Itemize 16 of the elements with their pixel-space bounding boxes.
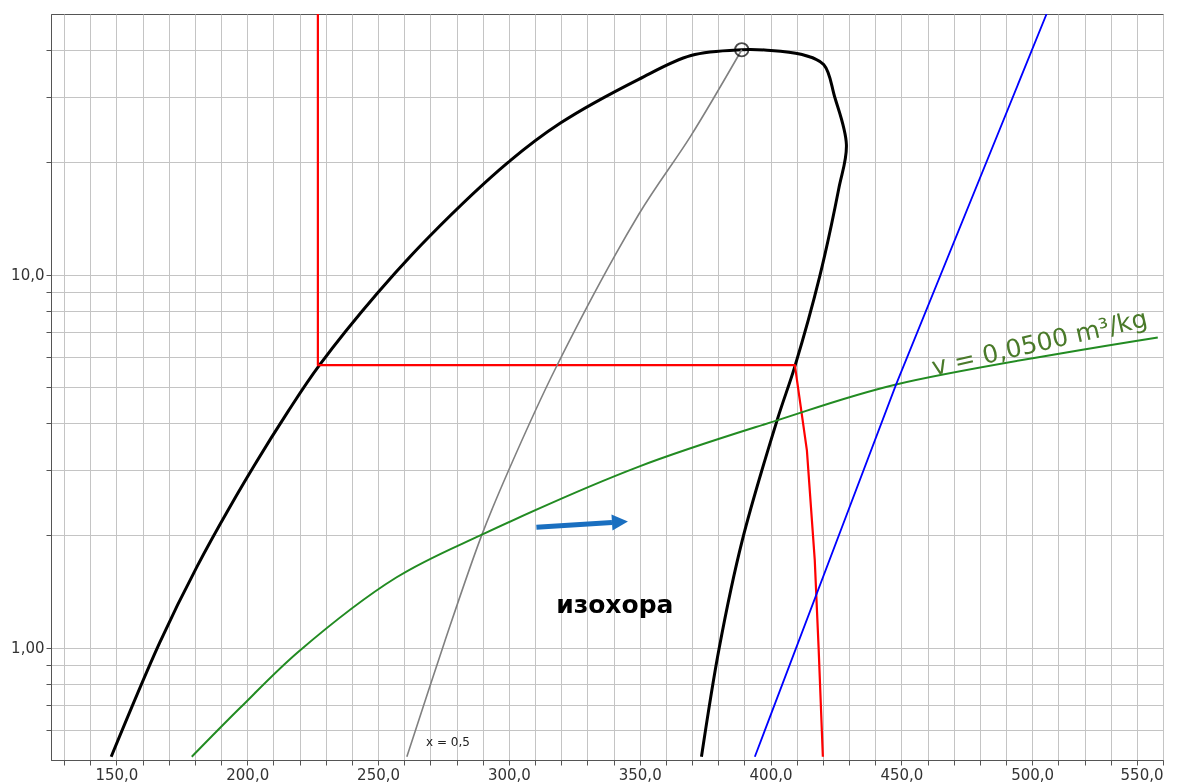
x-tick-label: 550,0 [1120,765,1164,783]
annotation: x = 0,5 [426,735,470,750]
x-tick-label: 350,0 [618,765,662,783]
x-tick-label: 150,0 [95,765,139,783]
x-tick-label: 450,0 [880,765,924,783]
x-tick-label: 200,0 [226,765,270,783]
annotation: изохора [556,589,674,619]
y-tick-label: 1,00 [11,639,45,658]
line-series [406,48,743,758]
x-tick-label: 250,0 [357,765,401,783]
annotation: v = 0,0500 m³/kg [928,303,1150,382]
x-tick-label: 500,0 [1011,765,1055,783]
x-tick-label: 400,0 [749,765,793,783]
line-series [316,14,824,758]
x-tick-label: 300,0 [487,765,531,783]
y-tick-label: 10,0 [11,266,45,285]
